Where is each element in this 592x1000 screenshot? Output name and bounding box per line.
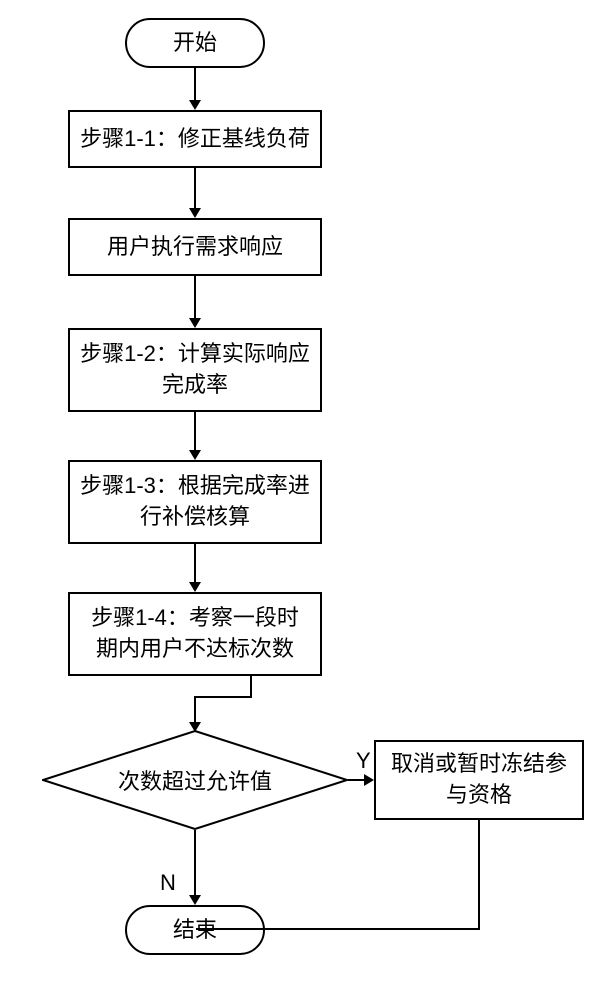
arrow-head-icon [189, 100, 201, 110]
arrow [250, 676, 252, 698]
arrow-head-icon [189, 582, 201, 592]
flow-cancel-label: 取消或暂时冻结参 与资格 [391, 749, 567, 811]
arrow-head-icon [189, 895, 201, 905]
edge-label-no-text: N [160, 870, 176, 895]
arrow [194, 544, 196, 582]
flow-step-1-4: 步骤1-4：考察一段时 期内用户不达标次数 [68, 592, 322, 676]
arrow [196, 928, 480, 930]
arrow-head-icon [189, 208, 201, 218]
arrow [194, 412, 196, 450]
flow-step-1-3-label: 步骤1-3：根据完成率进 行补偿核算 [80, 471, 310, 533]
flow-decision: 次数超过允许值 [42, 730, 348, 830]
arrow-head-icon [189, 450, 201, 460]
flow-exec: 用户执行需求响应 [68, 218, 322, 276]
edge-label-yes: Y [356, 748, 371, 774]
flow-step-1-2: 步骤1-2：计算实际响应 完成率 [68, 328, 322, 412]
arrow [195, 696, 252, 698]
arrow [194, 276, 196, 318]
flow-exec-label: 用户执行需求响应 [107, 232, 283, 263]
arrow-head-icon [364, 774, 374, 786]
arrow [478, 820, 480, 928]
arrow-head-icon [189, 318, 201, 328]
arrow [348, 779, 364, 781]
flow-step-1-4-label: 步骤1-4：考察一段时 期内用户不达标次数 [91, 603, 299, 665]
flow-step-1-1: 步骤1-1：修正基线负荷 [68, 110, 322, 168]
arrow [194, 830, 196, 895]
arrow [194, 68, 196, 100]
edge-label-no: N [160, 870, 176, 896]
arrow [194, 168, 196, 208]
arrow [194, 696, 196, 722]
flow-step-1-1-label: 步骤1-1：修正基线负荷 [80, 124, 310, 155]
flow-cancel: 取消或暂时冻结参 与资格 [374, 740, 584, 820]
flow-decision-label: 次数超过允许值 [118, 764, 272, 796]
flow-start: 开始 [125, 18, 265, 68]
arrow-head-icon [189, 722, 201, 732]
flow-start-label: 开始 [173, 28, 217, 59]
edge-label-yes-text: Y [356, 748, 371, 773]
flow-step-1-3: 步骤1-3：根据完成率进 行补偿核算 [68, 460, 322, 544]
flow-step-1-2-label: 步骤1-2：计算实际响应 完成率 [80, 339, 310, 401]
flow-end: 结束 [125, 905, 265, 955]
